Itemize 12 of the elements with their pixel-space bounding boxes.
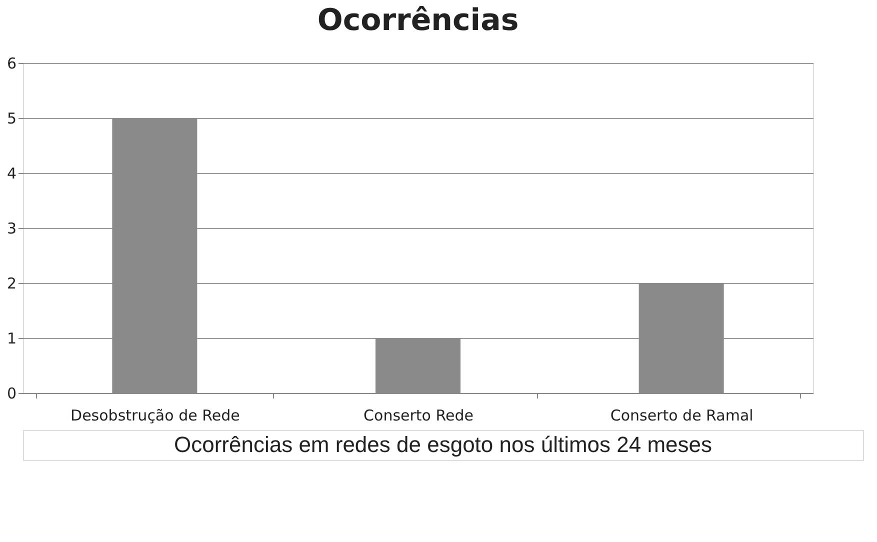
y-tick-label: 5 xyxy=(6,110,16,128)
text: Ocorrências em redes de esgoto nos últimos 24 meses xyxy=(174,432,712,457)
y-tick-label: 3 xyxy=(6,220,16,238)
y-tick-label: 2 xyxy=(6,274,16,292)
y-tick-label: 1 xyxy=(6,330,16,348)
x-tick-label: Desobstrução de Rede xyxy=(70,406,240,424)
x-tick-label: Conserto Rede xyxy=(364,406,474,424)
chart-title: Ocorrências xyxy=(317,3,519,38)
x-tick-label: Conserto de Ramal xyxy=(610,406,754,424)
y-tick-label: 4 xyxy=(6,164,16,182)
y-tick-label: 6 xyxy=(6,54,16,72)
y-tick-label: 0 xyxy=(6,384,16,402)
